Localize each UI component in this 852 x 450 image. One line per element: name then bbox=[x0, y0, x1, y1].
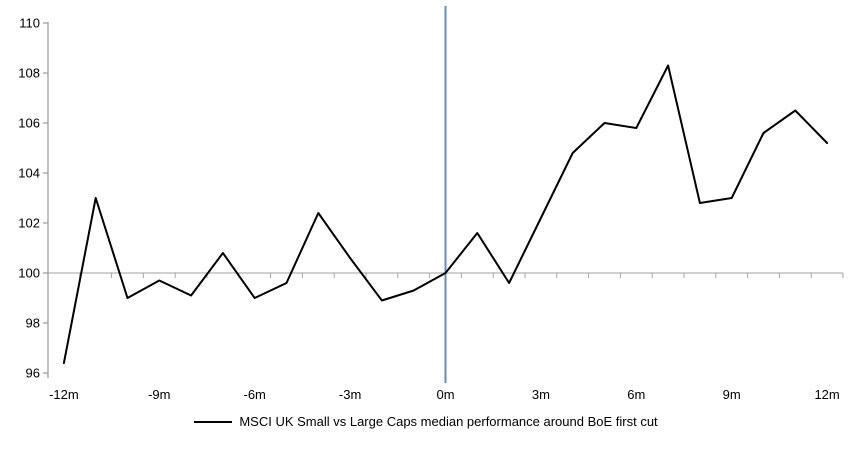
x-tick-label: -3m bbox=[339, 387, 361, 402]
y-tick-label: 102 bbox=[18, 216, 40, 231]
y-tick-label: 96 bbox=[26, 366, 40, 381]
series-line bbox=[62, 64, 829, 364]
x-tick-label: -9m bbox=[148, 387, 170, 402]
x-tick-label: 12m bbox=[814, 387, 839, 402]
y-tick-label: 110 bbox=[19, 16, 40, 31]
legend-line-sample bbox=[194, 420, 233, 423]
x-tick-label: 0m bbox=[436, 387, 454, 402]
y-tick-label: 100 bbox=[18, 266, 40, 281]
x-tick-label: 9m bbox=[723, 387, 741, 402]
x-tick-label: -6m bbox=[244, 387, 266, 402]
x-tick-label: 3m bbox=[532, 387, 550, 402]
legend-label: MSCI UK Small vs Large Caps median perfo… bbox=[239, 414, 658, 429]
chart-legend: MSCI UK Small vs Large Caps median perfo… bbox=[0, 414, 852, 429]
y-tick-label: 108 bbox=[18, 66, 40, 81]
y-tick-label: 104 bbox=[18, 166, 40, 181]
y-tick-label: 98 bbox=[26, 316, 40, 331]
y-tick-label: 106 bbox=[18, 116, 40, 131]
x-tick-label: -12m bbox=[49, 387, 79, 402]
x-tick-label: 6m bbox=[627, 387, 645, 402]
